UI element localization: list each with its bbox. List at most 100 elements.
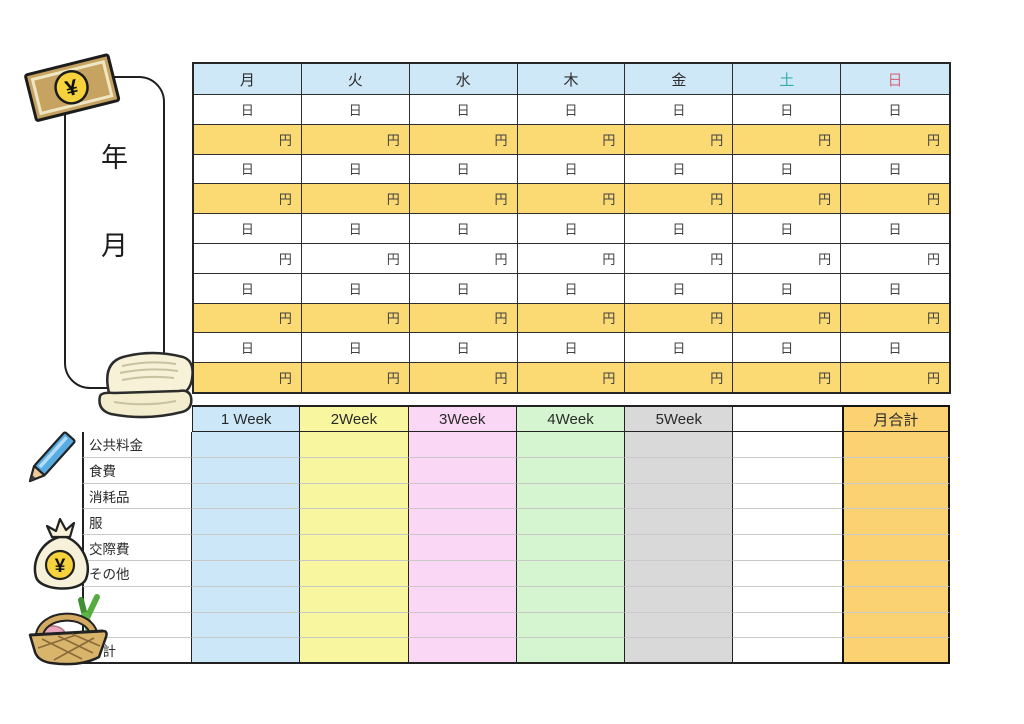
- summary-cell[interactable]: [192, 509, 301, 536]
- calendar-day-cell[interactable]: 日: [194, 213, 302, 243]
- summary-cell[interactable]: [733, 483, 842, 510]
- calendar-day-cell[interactable]: 日: [409, 272, 518, 303]
- calendar-amount-cell[interactable]: 円: [517, 362, 626, 392]
- summary-cell[interactable]: [733, 612, 842, 639]
- calendar-amount-cell[interactable]: 円: [194, 362, 302, 392]
- summary-cell[interactable]: [300, 432, 409, 458]
- calendar-amount-cell[interactable]: 円: [625, 302, 734, 333]
- calendar-day-cell[interactable]: 日: [409, 153, 518, 184]
- summary-cell[interactable]: [408, 586, 517, 613]
- summary-cell[interactable]: [733, 457, 842, 484]
- summary-cell[interactable]: [300, 509, 409, 536]
- summary-cell[interactable]: [408, 509, 517, 536]
- calendar-day-cell[interactable]: 日: [733, 213, 842, 243]
- calendar-day-cell[interactable]: 日: [625, 94, 734, 124]
- summary-cell[interactable]: [192, 586, 301, 613]
- calendar-day-cell[interactable]: 日: [841, 272, 949, 303]
- summary-cell[interactable]: [625, 457, 734, 484]
- calendar-amount-cell[interactable]: 円: [841, 183, 949, 214]
- summary-cell[interactable]: [192, 457, 301, 484]
- calendar-day-cell[interactable]: 日: [517, 272, 626, 303]
- summary-cell[interactable]: [841, 586, 950, 613]
- calendar-day-cell[interactable]: 日: [409, 94, 518, 124]
- calendar-day-cell[interactable]: 日: [841, 332, 949, 363]
- summary-cell[interactable]: [516, 560, 626, 587]
- summary-cell[interactable]: [192, 638, 301, 665]
- calendar-amount-cell[interactable]: 円: [194, 183, 302, 214]
- summary-cell[interactable]: [625, 560, 734, 587]
- calendar-amount-cell[interactable]: 円: [409, 183, 518, 214]
- calendar-amount-cell[interactable]: 円: [409, 362, 518, 392]
- summary-cell[interactable]: [300, 638, 409, 665]
- calendar-day-cell[interactable]: 日: [625, 332, 734, 363]
- calendar-day-cell[interactable]: 日: [625, 153, 734, 184]
- summary-cell[interactable]: [625, 509, 734, 536]
- calendar-amount-cell[interactable]: 円: [841, 242, 949, 273]
- calendar-amount-cell[interactable]: 円: [517, 183, 626, 214]
- calendar-day-cell[interactable]: 日: [194, 94, 302, 124]
- calendar-day-cell[interactable]: 日: [301, 272, 410, 303]
- summary-cell[interactable]: [408, 535, 517, 561]
- summary-cell[interactable]: [300, 560, 409, 587]
- summary-cell[interactable]: [625, 535, 734, 561]
- calendar-amount-cell[interactable]: 円: [517, 302, 626, 333]
- calendar-day-cell[interactable]: 日: [517, 153, 626, 184]
- calendar-amount-cell[interactable]: 円: [841, 123, 949, 154]
- summary-cell[interactable]: [300, 535, 409, 561]
- summary-cell[interactable]: [841, 457, 950, 484]
- calendar-amount-cell[interactable]: 円: [194, 242, 302, 273]
- summary-cell[interactable]: [300, 483, 409, 510]
- calendar-amount-cell[interactable]: 円: [733, 302, 842, 333]
- calendar-day-cell[interactable]: 日: [841, 94, 949, 124]
- calendar-amount-cell[interactable]: 円: [409, 302, 518, 333]
- summary-cell[interactable]: [516, 638, 626, 665]
- summary-cell[interactable]: [841, 612, 950, 639]
- calendar-day-cell[interactable]: 日: [733, 153, 842, 184]
- summary-cell[interactable]: [625, 638, 734, 665]
- calendar-day-cell[interactable]: 日: [517, 94, 626, 124]
- calendar-day-cell[interactable]: 日: [733, 272, 842, 303]
- calendar-day-cell[interactable]: 日: [194, 332, 302, 363]
- calendar-day-cell[interactable]: 日: [841, 153, 949, 184]
- summary-cell[interactable]: [841, 483, 950, 510]
- calendar-day-cell[interactable]: 日: [517, 213, 626, 243]
- calendar-amount-cell[interactable]: 円: [625, 183, 734, 214]
- summary-cell[interactable]: [408, 560, 517, 587]
- calendar-amount-cell[interactable]: 円: [625, 123, 734, 154]
- calendar-day-cell[interactable]: 日: [301, 153, 410, 184]
- calendar-day-cell[interactable]: 日: [194, 272, 302, 303]
- calendar-amount-cell[interactable]: 円: [301, 183, 410, 214]
- summary-cell[interactable]: [625, 483, 734, 510]
- summary-cell[interactable]: [841, 560, 950, 587]
- calendar-amount-cell[interactable]: 円: [301, 242, 410, 273]
- calendar-amount-cell[interactable]: 円: [301, 123, 410, 154]
- summary-cell[interactable]: [192, 432, 301, 458]
- calendar-day-cell[interactable]: 日: [625, 272, 734, 303]
- calendar-day-cell[interactable]: 日: [733, 94, 842, 124]
- calendar-day-cell[interactable]: 日: [409, 213, 518, 243]
- calendar-amount-cell[interactable]: 円: [733, 123, 842, 154]
- summary-cell[interactable]: [733, 432, 842, 458]
- calendar-amount-cell[interactable]: 円: [409, 123, 518, 154]
- summary-cell[interactable]: [516, 586, 626, 613]
- calendar-amount-cell[interactable]: 円: [625, 362, 734, 392]
- summary-cell[interactable]: [841, 509, 950, 536]
- calendar-amount-cell[interactable]: 円: [841, 302, 949, 333]
- calendar-day-cell[interactable]: 日: [301, 332, 410, 363]
- summary-cell[interactable]: [300, 457, 409, 484]
- summary-cell[interactable]: [300, 612, 409, 639]
- calendar-day-cell[interactable]: 日: [733, 332, 842, 363]
- summary-cell[interactable]: [516, 483, 626, 510]
- summary-cell[interactable]: [841, 535, 950, 561]
- summary-cell[interactable]: [625, 612, 734, 639]
- summary-cell[interactable]: [408, 483, 517, 510]
- calendar-amount-cell[interactable]: 円: [517, 123, 626, 154]
- summary-cell[interactable]: [733, 509, 842, 536]
- calendar-amount-cell[interactable]: 円: [733, 362, 842, 392]
- calendar-day-cell[interactable]: 日: [301, 94, 410, 124]
- summary-cell[interactable]: [192, 612, 301, 639]
- summary-cell[interactable]: [516, 612, 626, 639]
- summary-cell[interactable]: [192, 483, 301, 510]
- calendar-day-cell[interactable]: 日: [841, 213, 949, 243]
- summary-cell[interactable]: [408, 638, 517, 665]
